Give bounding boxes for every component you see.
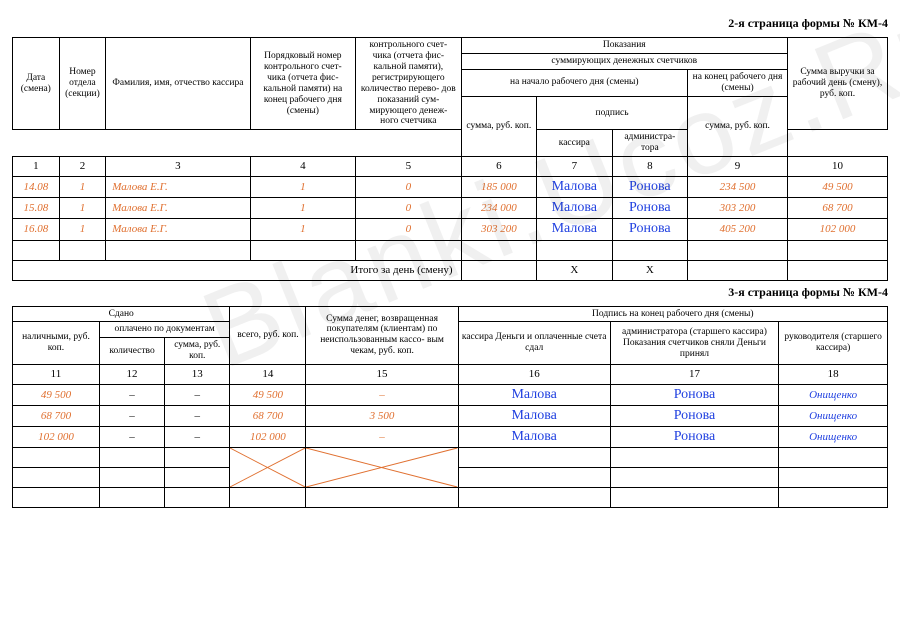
table-page3: Сдано всего, руб. коп. Сумма денег, возв…	[12, 306, 888, 509]
h-signature: подпись	[537, 96, 688, 130]
h-counter-no: Порядковый номер контрольного счет- чика…	[250, 38, 355, 130]
colnum: 5	[356, 157, 461, 177]
h-readings: Показания	[461, 38, 787, 54]
h-control-counter: контрольного счет- чика (отчета фис- кал…	[356, 38, 461, 130]
colnum: 17	[610, 365, 778, 385]
h-sig-end: Подпись на конец рабочего дня (смены)	[458, 306, 887, 322]
colnum: 9	[688, 157, 788, 177]
colnum: 18	[779, 365, 888, 385]
colnum: 11	[13, 365, 100, 385]
table-row: 102 000––102 000–МаловаРоноваОнищенко	[13, 427, 888, 448]
h-sig-admin-full: администратора (старшего кассира) Показа…	[610, 322, 778, 365]
colnum: 16	[458, 365, 610, 385]
h-returned: Сумма денег, возвращенная покупателям (к…	[306, 306, 458, 365]
crossed-cell	[306, 448, 458, 488]
h-cash: наличными, руб. коп.	[13, 322, 100, 365]
table-row: 15.081Малова Е.Г.10234 000МаловаРонова30…	[13, 198, 888, 219]
page3-title: 3-я страница формы № КМ-4	[12, 285, 888, 300]
h-sig-head: руководителя (старшего кассира)	[779, 322, 888, 365]
colnum: 7	[537, 157, 613, 177]
footer-label: Итого за день (смену)	[13, 260, 462, 280]
h-date: Дата (смена)	[13, 38, 60, 130]
crossed-cell	[230, 448, 306, 488]
colnum: 3	[106, 157, 250, 177]
h-section: Номер отдела (секции)	[59, 38, 106, 130]
h-paid-docs: оплачено по документам	[99, 322, 229, 338]
h-sig-admin: администра- тора	[612, 130, 688, 157]
colnum: 15	[306, 365, 458, 385]
table-row: 16.081Малова Е.Г.10303 200МаловаРонова40…	[13, 219, 888, 240]
colnum: 6	[461, 157, 537, 177]
h-sum-start: сумма, руб. коп.	[461, 96, 537, 157]
h-total: всего, руб. коп.	[230, 306, 306, 365]
h-summing: суммирующих денежных счетчиков	[461, 53, 787, 69]
h-sig-cashier-full: кассира Деньги и оплаченные счета сдал	[458, 322, 610, 365]
h-handed: Сдано	[13, 306, 230, 322]
h-sig-cashier: кассира	[537, 130, 613, 157]
colnum: 2	[59, 157, 106, 177]
table-page2: Дата (смена) Номер отдела (секции) Фамил…	[12, 37, 888, 281]
footer-x: X	[612, 260, 688, 280]
colnum: 13	[165, 365, 230, 385]
h-sum-end: сумма, руб. коп.	[688, 96, 788, 157]
h-sum: сумма, руб. коп.	[165, 338, 230, 365]
footer-x: X	[537, 260, 613, 280]
colnum: 14	[230, 365, 306, 385]
h-end-day: на конец рабочего дня (смены)	[688, 69, 788, 96]
h-revenue: Сумма выручки за рабочий день (смену), р…	[787, 38, 887, 130]
colnum: 4	[250, 157, 355, 177]
colnum: 1	[13, 157, 60, 177]
table-row: 68 700––68 7003 500МаловаРоноваОнищенко	[13, 406, 888, 427]
colnum: 8	[612, 157, 688, 177]
h-cashier: Фамилия, имя, отчество кассира	[106, 38, 250, 130]
table-row: 14.081Малова Е.Г.10185 000МаловаРонова23…	[13, 177, 888, 198]
colnum: 10	[787, 157, 887, 177]
h-start-day: на начало рабочего дня (смены)	[461, 69, 688, 96]
table-row: 49 500––49 500–МаловаРоноваОнищенко	[13, 385, 888, 406]
colnum: 12	[99, 365, 164, 385]
h-qty: количество	[99, 338, 164, 365]
page2-title: 2-я страница формы № КМ-4	[12, 16, 888, 31]
